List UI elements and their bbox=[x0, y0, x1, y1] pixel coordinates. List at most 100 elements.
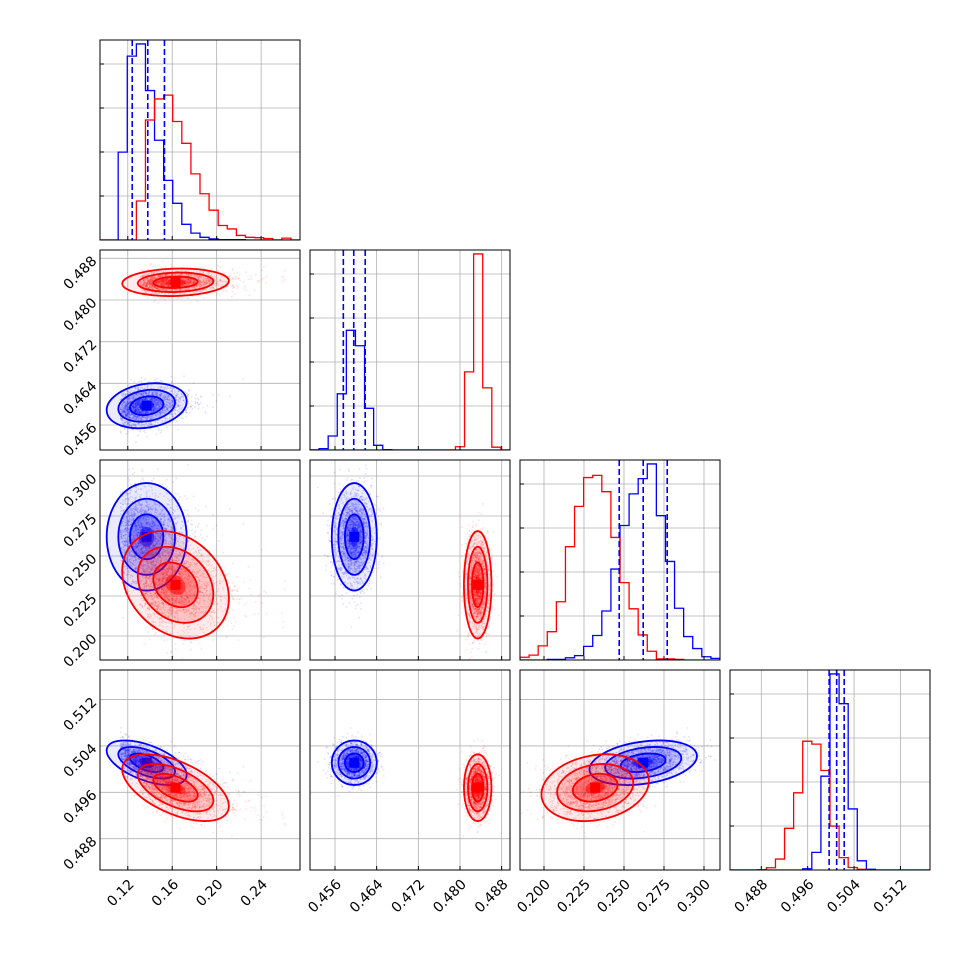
panel-content bbox=[103, 260, 286, 443]
scatter-point bbox=[171, 382, 173, 384]
scatter-point bbox=[265, 282, 267, 284]
scatter-point bbox=[127, 431, 129, 433]
scatter-point bbox=[177, 297, 179, 299]
scatter-point bbox=[200, 534, 202, 536]
scatter-point bbox=[201, 267, 203, 269]
scatter-point bbox=[232, 269, 234, 271]
scatter-point bbox=[186, 392, 188, 394]
scatter-point bbox=[160, 432, 162, 434]
scatter-point bbox=[236, 284, 238, 286]
scatter-point bbox=[128, 469, 130, 471]
scatter-point bbox=[284, 270, 286, 272]
scatter-point bbox=[218, 394, 220, 396]
scatter-point bbox=[150, 264, 152, 266]
scatter-point bbox=[187, 401, 189, 403]
scatter-point bbox=[138, 381, 140, 383]
scatter-point bbox=[146, 436, 148, 438]
scatter-point bbox=[255, 274, 257, 276]
scatter-point bbox=[217, 269, 219, 271]
panel-content bbox=[100, 40, 300, 240]
panel-content bbox=[310, 250, 510, 450]
scatter-point bbox=[234, 293, 236, 295]
scatter-point bbox=[144, 378, 146, 380]
grid bbox=[310, 250, 510, 450]
y-tick-label: 0.480 bbox=[61, 295, 101, 335]
scatter-point bbox=[282, 280, 284, 282]
scatter-point bbox=[182, 418, 184, 420]
scatter-point bbox=[125, 433, 127, 435]
scatter-point bbox=[187, 297, 189, 299]
scatter-point bbox=[190, 406, 192, 408]
scatter-point bbox=[200, 402, 202, 404]
scatter-point bbox=[195, 508, 197, 510]
scatter-point bbox=[281, 276, 283, 278]
scatter-point bbox=[203, 297, 205, 299]
panel-content bbox=[101, 464, 286, 660]
scatter-point bbox=[135, 441, 137, 443]
scatter-point bbox=[212, 406, 214, 408]
scatter-point bbox=[120, 432, 122, 434]
scatter-point bbox=[250, 275, 252, 277]
scatter-point bbox=[141, 377, 143, 379]
scatter-point bbox=[140, 430, 142, 432]
scatter-point bbox=[158, 429, 160, 431]
scatter-point bbox=[254, 290, 256, 292]
scatter-point bbox=[266, 276, 268, 278]
scatter-point bbox=[186, 514, 188, 516]
scatter-point bbox=[220, 266, 222, 268]
scatter-point bbox=[154, 379, 156, 381]
scatter-point bbox=[177, 429, 179, 431]
scatter-point bbox=[239, 274, 241, 276]
scatter-point bbox=[153, 301, 155, 303]
scatter-point bbox=[205, 412, 207, 414]
grid bbox=[100, 40, 300, 240]
scatter-point bbox=[137, 434, 139, 436]
scatter-point bbox=[183, 375, 185, 377]
scatter-point bbox=[134, 381, 136, 383]
scatter-point bbox=[261, 269, 263, 271]
scatter-point bbox=[228, 276, 230, 278]
scatter-point bbox=[216, 293, 218, 295]
scatter-point bbox=[215, 400, 217, 402]
scatter-point bbox=[188, 403, 190, 405]
panel-frame bbox=[310, 250, 510, 450]
scatter-point bbox=[157, 302, 159, 304]
scatter-point bbox=[197, 300, 199, 302]
scatter-point bbox=[164, 266, 166, 268]
scatter-point bbox=[237, 272, 239, 274]
scatter-point bbox=[162, 483, 164, 485]
scatter-point bbox=[242, 378, 244, 380]
scatter-point bbox=[140, 380, 142, 382]
scatter-point bbox=[188, 389, 190, 391]
scatter-point bbox=[263, 277, 265, 279]
scatter-point bbox=[186, 411, 188, 413]
scatter-point bbox=[219, 294, 221, 296]
scatter-point bbox=[231, 290, 233, 292]
scatter-point bbox=[159, 298, 161, 300]
scatter-point bbox=[212, 529, 214, 531]
scatter-point bbox=[186, 394, 188, 396]
y-tick-label: 0.472 bbox=[61, 337, 101, 377]
scatter-point bbox=[130, 379, 132, 381]
scatter-point bbox=[196, 402, 198, 404]
scatter-point bbox=[140, 481, 142, 483]
scatter-point bbox=[198, 399, 200, 401]
scatter-point bbox=[235, 275, 237, 277]
scatter-point bbox=[193, 383, 195, 385]
scatter-point bbox=[170, 264, 172, 266]
scatter-point bbox=[243, 287, 245, 289]
histogram-series-0 bbox=[310, 330, 510, 450]
scatter-point bbox=[194, 530, 196, 532]
histogram-series-1 bbox=[100, 95, 300, 240]
histogram-panel-0 bbox=[100, 40, 300, 240]
scatter-point bbox=[124, 428, 126, 430]
histogram-panel-1 bbox=[310, 250, 510, 450]
scatter-point bbox=[195, 394, 197, 396]
scatter-point bbox=[195, 398, 197, 400]
scatter-point bbox=[147, 297, 149, 299]
scatter-point bbox=[245, 290, 247, 292]
scatter-point bbox=[238, 277, 240, 279]
